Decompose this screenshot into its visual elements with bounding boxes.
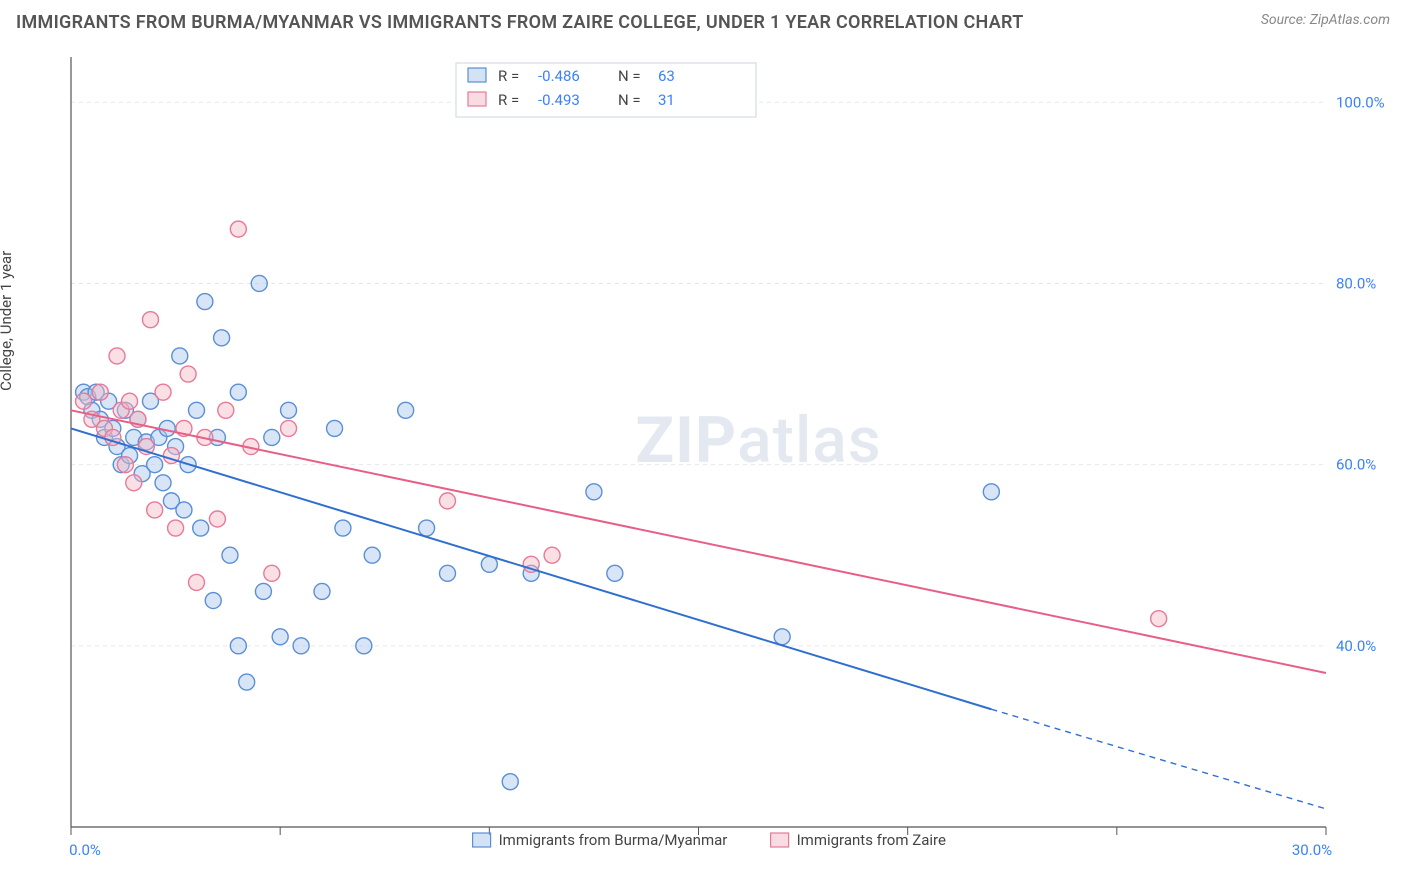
data-point [122, 393, 138, 409]
data-point [281, 402, 297, 418]
data-point [251, 275, 267, 291]
data-point [214, 330, 230, 346]
data-point [586, 484, 602, 500]
data-point [440, 565, 456, 581]
legend-swatch [468, 92, 486, 106]
data-point [189, 402, 205, 418]
legend-swatch [473, 833, 491, 847]
data-point [398, 402, 414, 418]
data-point [419, 520, 435, 536]
data-point [92, 384, 108, 400]
stat-r-value: -0.486 [538, 67, 580, 85]
data-point [126, 475, 142, 491]
legend-label: Immigrants from Zaire [797, 831, 946, 849]
data-point [142, 312, 158, 328]
stat-n-label: N = [618, 67, 641, 85]
legend-swatch [771, 833, 789, 847]
data-point [180, 366, 196, 382]
data-point [255, 583, 271, 599]
x-tick-label: 0.0% [69, 841, 101, 859]
data-point [239, 674, 255, 690]
watermark: ZIPatlas [635, 403, 881, 478]
data-point [76, 393, 92, 409]
data-point [774, 629, 790, 645]
stat-r-label: R = [498, 67, 519, 85]
data-point [607, 565, 623, 581]
data-point [264, 429, 280, 445]
stat-r-label: R = [498, 91, 519, 109]
y-tick-label: 60.0% [1336, 456, 1376, 474]
data-point [440, 493, 456, 509]
data-point [314, 583, 330, 599]
data-point [155, 384, 171, 400]
data-point [172, 348, 188, 364]
chart-container: College, Under 1 year 40.0%60.0%80.0%100… [16, 37, 1390, 867]
chart-title: IMMIGRANTS FROM BURMA/MYANMAR VS IMMIGRA… [16, 12, 1024, 33]
data-point [544, 547, 560, 563]
data-point [189, 574, 205, 590]
stat-n-value: 31 [658, 91, 675, 109]
source-attribution: Source: ZipAtlas.com [1261, 12, 1390, 28]
data-point [1151, 611, 1167, 627]
data-point [218, 402, 234, 418]
data-point [364, 547, 380, 563]
data-point [205, 593, 221, 609]
legend-label: Immigrants from Burma/Myanmar [499, 831, 728, 849]
data-point [222, 547, 238, 563]
x-tick-label: 30.0% [1292, 841, 1332, 859]
data-point [281, 420, 297, 436]
data-point [109, 348, 125, 364]
y-axis-label: College, Under 1 year [0, 251, 15, 391]
data-point [272, 629, 288, 645]
regression-line-extrapolated [991, 709, 1326, 809]
y-tick-label: 40.0% [1336, 637, 1376, 655]
data-point [230, 384, 246, 400]
data-point [983, 484, 999, 500]
scatter-chart: 40.0% 60.0% 80.0% 100.0% 0.0% 30.0% ZIPatlas R … [16, 37, 1396, 867]
data-point [293, 638, 309, 654]
data-point [147, 502, 163, 518]
data-point [327, 420, 343, 436]
data-point [193, 520, 209, 536]
legend-swatch [468, 68, 486, 82]
data-point [230, 221, 246, 237]
data-point [197, 294, 213, 310]
stat-n-value: 63 [658, 67, 675, 85]
stat-n-label: N = [618, 91, 641, 109]
data-point [168, 520, 184, 536]
data-point [502, 774, 518, 790]
data-point [230, 638, 246, 654]
data-point [264, 565, 280, 581]
stat-r-value: -0.493 [538, 91, 580, 109]
y-tick-label: 80.0% [1336, 274, 1376, 292]
data-point [335, 520, 351, 536]
data-point [155, 475, 171, 491]
data-point [356, 638, 372, 654]
data-point [117, 457, 133, 473]
y-tick-label: 100.0% [1336, 93, 1385, 111]
data-point [209, 511, 225, 527]
data-point [176, 502, 192, 518]
data-point [147, 457, 163, 473]
